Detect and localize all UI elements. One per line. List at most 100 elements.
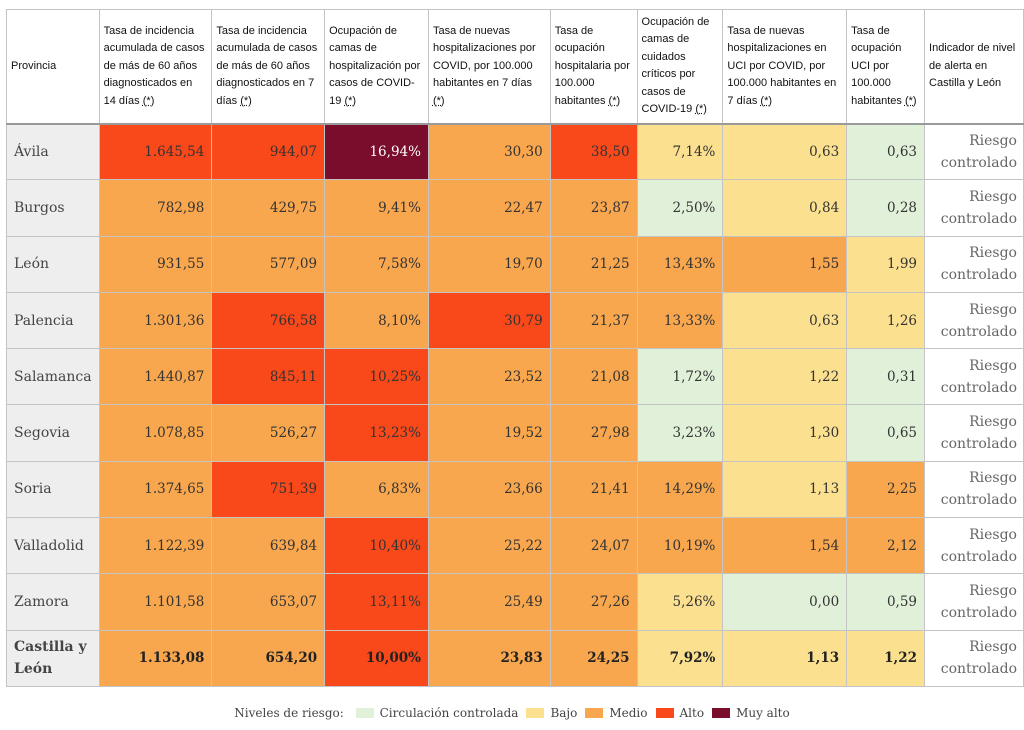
value-cell: 0,84 (722, 179, 848, 237)
header-hospital-rate: Tasa de ocupación hospitalaria por 100.0… (549, 9, 638, 125)
table-row: Ávila 1.645,54 944,07 16,94% 30,30 38,50 7,14%… (6, 122, 1024, 181)
table-row: Palencia 1.301,36 766,58 8,10% 30,79 21,37 13,… (6, 291, 1024, 350)
value-cell: 23,83 (427, 629, 551, 687)
value-cell: 10,40% (324, 517, 429, 575)
value-cell: 3,23% (636, 404, 724, 462)
alert-level-text: Riesgo controlado (940, 357, 1017, 396)
note-link[interactable]: (*) (608, 94, 621, 107)
province-cell: Burgos (6, 179, 100, 237)
note-link[interactable]: (*) (904, 94, 917, 107)
value-cell: 782,98 (98, 179, 213, 237)
legend-item: Alto (655, 706, 704, 720)
header-row: Provincia Tasa de incidencia acumulada d… (6, 9, 1024, 125)
value-cell: 751,39 (211, 460, 326, 519)
value-cell: 1,99 (846, 235, 926, 293)
value-cell: 13,11% (324, 573, 429, 631)
value-cell: 1,13 (722, 629, 848, 687)
value-cell: 1,72% (636, 348, 724, 406)
value-cell: 653,07 (211, 573, 326, 631)
alert-level-text: Riesgo controlado (940, 188, 1017, 227)
value-cell: 0,00 (722, 573, 848, 631)
table-row: Salamanca 1.440,87 845,11 10,25% 23,52 21,08 1… (6, 348, 1024, 406)
legend-title: Niveles de riesgo: (234, 706, 344, 720)
value-cell: 845,11 (211, 348, 326, 406)
value-cell: 577,09 (211, 235, 326, 293)
table-row: Castilla y León 1.133,08 654,20 10,00% 23,83… (6, 629, 1024, 687)
value-cell: 7,58% (324, 235, 429, 293)
value-cell: 1,22 (722, 348, 848, 406)
value-cell: 2,25 (846, 460, 926, 519)
value-cell: 2,12 (846, 517, 926, 575)
legend-swatch (712, 708, 731, 718)
value-cell: 6,83% (324, 460, 429, 519)
alert-level-cell: Riesgo controlado (924, 573, 1024, 631)
value-cell: 766,58 (211, 291, 326, 350)
value-cell: 19,52 (427, 404, 551, 462)
value-cell: 10,25% (324, 348, 429, 406)
table-row: Soria 1.374,65 751,39 6,83% 23,66 21,41 14,29%… (6, 460, 1024, 519)
value-cell: 0,63 (846, 122, 926, 181)
value-cell: 1.133,08 (98, 629, 213, 687)
value-cell: 1,26 (846, 291, 926, 350)
value-cell: 5,26% (636, 573, 724, 631)
province-cell: Castilla y León (6, 629, 100, 687)
risk-indicators-table: Provincia Tasa de incidencia acumulada d… (6, 9, 1024, 687)
value-cell: 25,49 (427, 573, 551, 631)
header-hospital-occupancy: Ocupación de camas de hospitalización po… (324, 9, 429, 125)
alert-level-text: Riesgo controlado (940, 583, 1017, 622)
alert-level-text: Riesgo controlado (940, 132, 1017, 171)
value-cell: 526,27 (211, 404, 326, 462)
value-cell: 10,19% (636, 517, 724, 575)
alert-level-cell: Riesgo controlado (924, 179, 1024, 237)
value-cell: 24,07 (549, 517, 638, 575)
header-new-icu: Tasa de nuevas hospitalizaciones en UCI … (722, 9, 848, 125)
value-cell: 0,63 (722, 122, 848, 181)
value-cell: 1.078,85 (98, 404, 213, 462)
note-link[interactable]: (*) (142, 94, 155, 107)
province-cell: Segovia (6, 404, 100, 462)
province-cell: León (6, 235, 100, 293)
province-cell: Soria (6, 460, 100, 519)
legend-label: Muy alto (736, 706, 790, 720)
alert-level-cell: Riesgo controlado (924, 291, 1024, 350)
value-cell: 8,10% (324, 291, 429, 350)
value-cell: 24,25 (549, 629, 638, 687)
header-icu-occupancy: Ocupación de camas de cuidados críticos … (636, 9, 724, 125)
note-link[interactable]: (*) (760, 94, 773, 107)
header-incidence-7d: Tasa de incidencia acumulada de casos de… (211, 9, 326, 125)
note-link[interactable]: (*) (432, 94, 445, 107)
alert-level-cell: Riesgo controlado (924, 460, 1024, 519)
value-cell: 13,33% (636, 291, 724, 350)
value-cell: 30,30 (427, 122, 551, 181)
table-row: Segovia 1.078,85 526,27 13,23% 19,52 27,98 3,2… (6, 404, 1024, 462)
legend-label: Medio (609, 706, 648, 720)
legend-swatch (355, 708, 374, 718)
legend-label: Bajo (550, 706, 578, 720)
note-link[interactable]: (*) (344, 94, 357, 107)
table-row: León 931,55 577,09 7,58% 19,70 21,25 13,43% 1,5… (6, 235, 1024, 293)
value-cell: 7,92% (636, 629, 724, 687)
alert-level-cell: Riesgo controlado (924, 348, 1024, 406)
value-cell: 25,22 (427, 517, 551, 575)
value-cell: 38,50 (549, 122, 638, 181)
value-cell: 27,98 (549, 404, 638, 462)
risk-legend: Niveles de riesgo: Circulación controlad… (0, 706, 1024, 720)
value-cell: 1,55 (722, 235, 848, 293)
value-cell: 21,08 (549, 348, 638, 406)
note-link[interactable]: (*) (695, 103, 707, 116)
value-cell: 1.122,39 (98, 517, 213, 575)
value-cell: 13,43% (636, 235, 724, 293)
value-cell: 21,25 (549, 235, 638, 293)
value-cell: 1.101,58 (98, 573, 213, 631)
value-cell: 21,37 (549, 291, 638, 350)
value-cell: 429,75 (211, 179, 326, 237)
value-cell: 0,59 (846, 573, 926, 631)
province-cell: Palencia (6, 291, 100, 350)
note-link[interactable]: (*) (240, 94, 252, 107)
value-cell: 1.374,65 (98, 460, 213, 519)
value-cell: 1,54 (722, 517, 848, 575)
value-cell: 931,55 (98, 235, 213, 293)
legend-item: Circulación controlada (355, 706, 518, 720)
value-cell: 1.301,36 (98, 291, 213, 350)
alert-level-text: Riesgo controlado (940, 470, 1017, 509)
